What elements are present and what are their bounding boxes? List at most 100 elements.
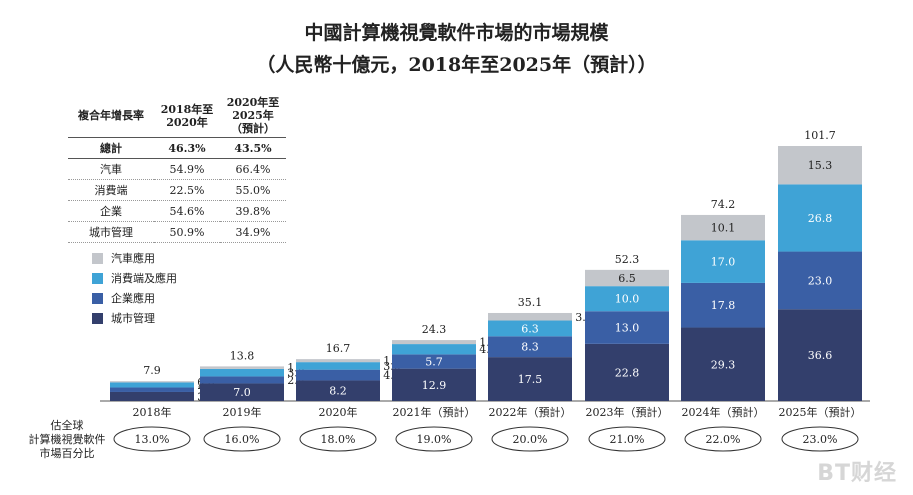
legend-item-enterprise: 企業應用 <box>92 288 177 308</box>
bar-segment-enterprise <box>110 387 194 392</box>
chart-title: 中國計算機視覺軟件市場的市場規模 <box>304 22 609 44</box>
x-tick-label: 2024年（預計） <box>682 405 765 419</box>
bar-segment-enterprise <box>392 354 476 369</box>
bar-segment-enterprise <box>200 376 284 384</box>
watermark: BT财经 <box>817 461 897 486</box>
bar-value-label: 6.5 <box>618 272 636 285</box>
bar-segment-city <box>585 343 669 401</box>
bar-value-label: 6.3 <box>521 322 539 335</box>
cagr-row: 企業 54.6% 39.8% <box>68 200 286 222</box>
bar-value-label: 5.7 <box>425 356 443 369</box>
share-value-label: 23.0% <box>803 433 838 446</box>
legend-swatch-city <box>92 312 103 324</box>
x-tick-label: 2025年（預計） <box>779 405 862 419</box>
bar-segment-consumer <box>392 344 476 355</box>
bar-value-label: 13.0 <box>615 322 640 335</box>
bar-value-label: 17.8 <box>711 299 736 312</box>
bar-value-label: 22.8 <box>615 366 640 379</box>
cagr-row-v1: 50.9% <box>154 221 220 243</box>
chart-legend: 汽車應用 消費端及應用 企業應用 城市管理 <box>92 248 177 328</box>
cagr-total-label: 總計 <box>68 137 154 159</box>
bar-segment-enterprise <box>778 251 862 310</box>
cagr-header-period2: 2020年至 2025年（預計） <box>220 94 286 138</box>
bar-value-label: 17.5 <box>518 373 543 386</box>
bar-segment-city <box>200 383 284 401</box>
bar-segment-enterprise <box>296 369 380 381</box>
cagr-total-v1: 46.3% <box>154 137 220 159</box>
legend-item-city: 城市管理 <box>92 308 177 328</box>
share-value-label: 18.0% <box>321 433 356 446</box>
legend-label-city: 城市管理 <box>111 312 155 325</box>
cagr-row-label: 城市管理 <box>68 221 154 243</box>
share-oval <box>684 426 762 452</box>
bar-segment-auto <box>200 366 284 369</box>
x-tick-label: 2022年（預計） <box>489 405 572 419</box>
x-tick-label: 2018年 <box>133 405 172 419</box>
bar-segment-consumer <box>110 382 194 388</box>
cagr-row: 汽車 54.9% 66.4% <box>68 158 286 180</box>
bar-value-label: 12.9 <box>422 379 447 392</box>
bar-segment-enterprise <box>585 311 669 344</box>
bar-segment-auto <box>488 312 572 321</box>
bar-segment-enterprise <box>488 336 572 358</box>
bar-total-label: 52.3 <box>615 253 640 266</box>
global-share-label: 估全球 計算機視覺軟件 市場百分比 <box>28 419 106 460</box>
bar-segment-auto <box>296 359 380 363</box>
bar-segment-auto <box>778 146 862 185</box>
share-oval <box>113 426 191 452</box>
bar-total-label: 7.9 <box>143 364 161 377</box>
bar-total-label: 24.3 <box>422 323 447 336</box>
bar-segment-consumer <box>585 286 669 312</box>
share-oval <box>299 426 377 452</box>
x-tick-label: 2021年（預計） <box>393 405 476 419</box>
legend-swatch-auto <box>92 252 103 264</box>
cagr-header-label: 複合年增長率 <box>68 94 154 138</box>
bar-value-label: 26.8 <box>808 212 833 225</box>
cagr-header-row: 複合年增長率 2018年至 2020年 2020年至 2025年（預計） <box>68 94 286 138</box>
share-value-label: 22.0% <box>706 433 741 446</box>
legend-label-enterprise: 企業應用 <box>111 292 155 305</box>
cagr-row-v1: 22.5% <box>154 179 220 201</box>
legend-label-auto: 汽車應用 <box>111 252 155 265</box>
cagr-row-v1: 54.6% <box>154 200 220 222</box>
legend-swatch-consumer <box>92 272 103 284</box>
bar-value-label: 8.3 <box>521 341 539 354</box>
cagr-row-v2: 55.0% <box>220 179 286 201</box>
share-oval <box>395 426 473 452</box>
share-oval <box>588 426 666 452</box>
cagr-header-period1: 2018年至 2020年 <box>154 94 220 138</box>
bar-segment-auto <box>392 340 476 345</box>
bar-segment-city <box>392 368 476 401</box>
cagr-total-v2: 43.5% <box>220 137 286 159</box>
share-value-label: 20.0% <box>513 433 548 446</box>
bar-value-label: 10.0 <box>615 293 640 306</box>
bar-value-label: 36.6 <box>808 349 833 362</box>
cagr-row-v1: 54.9% <box>154 158 220 180</box>
bar-value-label: 7.0 <box>233 386 251 399</box>
cagr-total-row: 總計 46.3% 43.5% <box>68 137 286 159</box>
legend-label-consumer: 消費端及應用 <box>111 272 177 285</box>
bar-value-label: 10.1 <box>711 222 736 235</box>
share-value-label: 16.0% <box>225 433 260 446</box>
bar-segment-auto <box>585 269 669 287</box>
bar-segment-enterprise <box>681 282 765 328</box>
bar-segment-consumer <box>200 368 284 377</box>
legend-item-consumer: 消費端及應用 <box>92 268 177 288</box>
bar-total-label: 16.7 <box>326 342 351 355</box>
cagr-row-label: 消費端 <box>68 179 154 201</box>
bar-segment-consumer <box>778 184 862 252</box>
share-value-label: 13.0% <box>135 433 170 446</box>
bar-segment-city <box>681 327 765 401</box>
x-tick-label: 2019年 <box>223 405 262 419</box>
bar-value-label: 17.0 <box>711 256 736 269</box>
share-oval <box>491 426 569 452</box>
cagr-row: 消費端 22.5% 55.0% <box>68 179 286 201</box>
bar-segment-consumer <box>296 362 380 370</box>
bar-total-label: 74.2 <box>711 198 736 211</box>
cagr-row-label: 汽車 <box>68 158 154 180</box>
share-oval <box>781 426 859 452</box>
bar-segment-auto <box>681 214 765 241</box>
bar-total-label: 101.7 <box>804 129 836 142</box>
share-oval <box>203 426 281 452</box>
bar-value-label: 8.2 <box>329 385 347 398</box>
